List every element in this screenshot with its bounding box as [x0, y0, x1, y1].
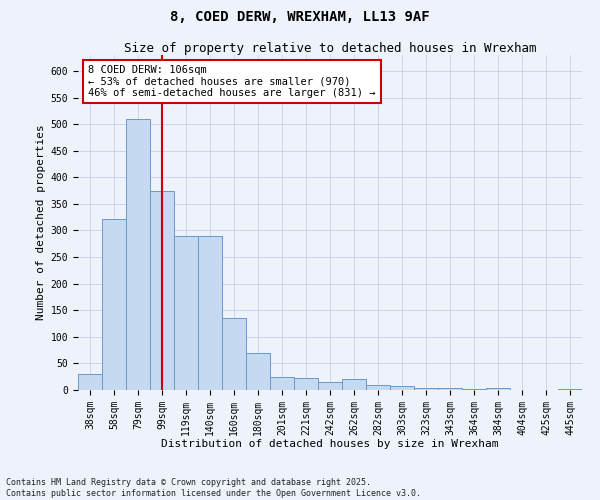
Bar [342, 380, 366, 390]
Bar [246, 353, 270, 390]
Bar [102, 219, 126, 390]
Bar [390, 386, 414, 390]
Bar [294, 378, 318, 390]
Bar [126, 119, 150, 390]
Bar [366, 384, 390, 390]
Text: Contains HM Land Registry data © Crown copyright and database right 2025.
Contai: Contains HM Land Registry data © Crown c… [6, 478, 421, 498]
Bar [558, 389, 582, 390]
Bar [414, 388, 438, 390]
X-axis label: Distribution of detached houses by size in Wrexham: Distribution of detached houses by size … [161, 439, 499, 449]
Bar [438, 388, 462, 390]
Text: 8, COED DERW, WREXHAM, LL13 9AF: 8, COED DERW, WREXHAM, LL13 9AF [170, 10, 430, 24]
Title: Size of property relative to detached houses in Wrexham: Size of property relative to detached ho… [124, 42, 536, 55]
Bar [270, 376, 294, 390]
Bar [318, 382, 342, 390]
Text: 8 COED DERW: 106sqm
← 53% of detached houses are smaller (970)
46% of semi-detac: 8 COED DERW: 106sqm ← 53% of detached ho… [88, 65, 376, 98]
Y-axis label: Number of detached properties: Number of detached properties [37, 124, 46, 320]
Bar [198, 236, 222, 390]
Bar [222, 318, 246, 390]
Bar [486, 388, 510, 390]
Bar [150, 190, 174, 390]
Bar [174, 236, 198, 390]
Bar [78, 374, 102, 390]
